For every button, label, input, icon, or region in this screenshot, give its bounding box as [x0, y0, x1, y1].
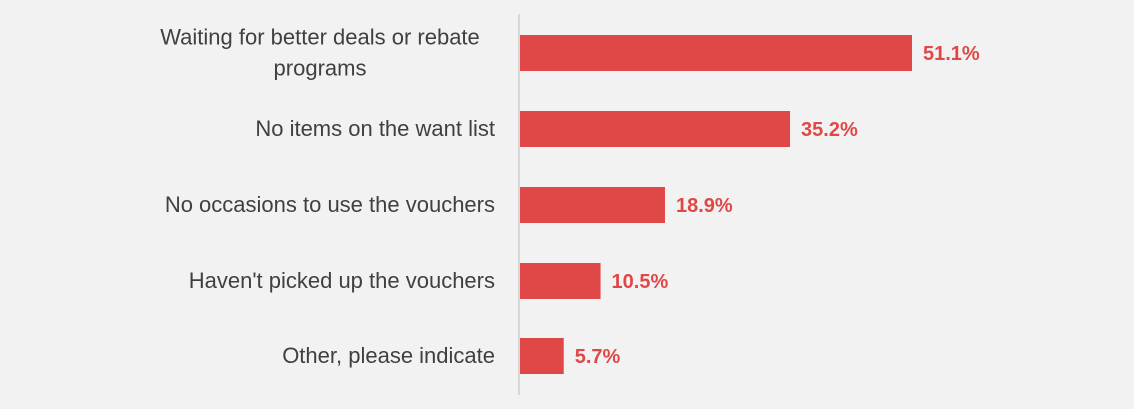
category-label-3: No occasions to use the vouchers — [165, 192, 495, 217]
bar-1 — [520, 35, 912, 71]
bar-4 — [520, 263, 601, 299]
value-label-1: 51.1% — [923, 43, 980, 65]
category-label-1-line-1: Waiting for better deals or rebate — [160, 25, 480, 50]
value-label-5: 5.7% — [575, 346, 621, 368]
bar-3 — [520, 187, 665, 223]
bar-2 — [520, 111, 791, 147]
category-label-2: No items on the want list — [255, 116, 495, 141]
bars-layer: 51.1% Waiting for better deals or rebate p… — [160, 25, 980, 374]
category-label-5: Other, please indicate — [282, 343, 495, 368]
category-label-4: Haven't picked up the vouchers — [189, 268, 495, 293]
bar-5 — [520, 338, 564, 374]
value-label-3: 18.9% — [676, 195, 733, 217]
category-label-1-line-2: programs — [274, 56, 367, 81]
category-label-1: Waiting for better deals or rebate progra… — [160, 25, 480, 81]
value-label-2: 35.2% — [801, 119, 858, 141]
value-label-4: 10.5% — [612, 271, 669, 293]
